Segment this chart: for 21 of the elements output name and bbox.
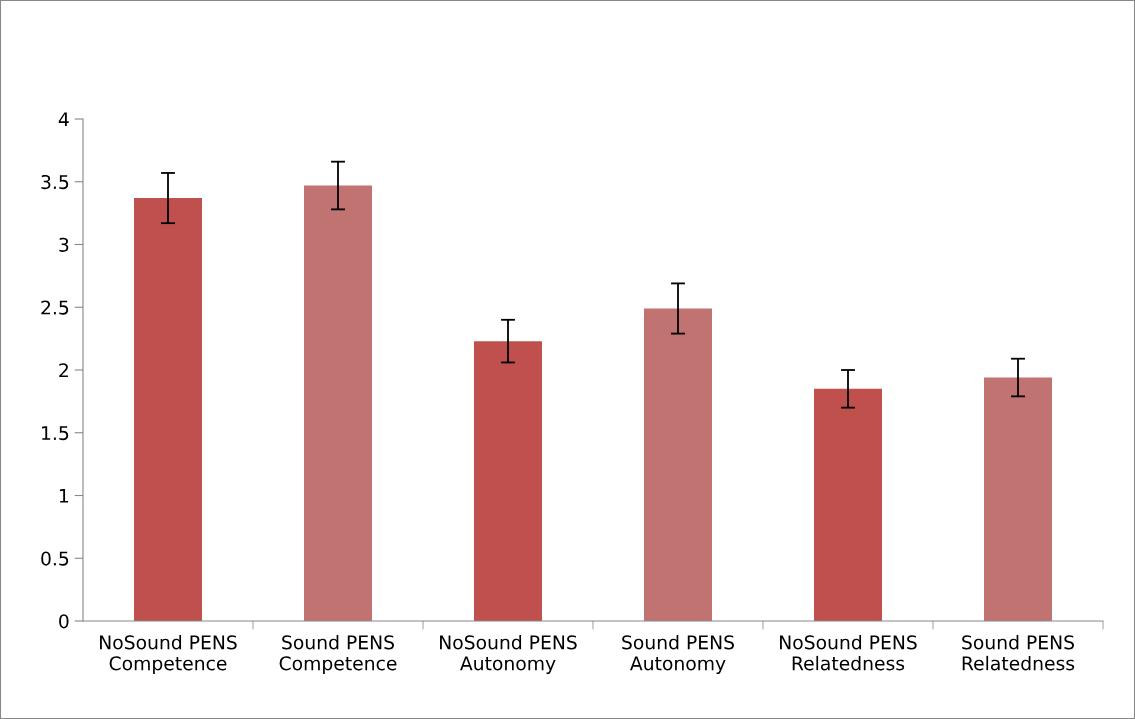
bar: [304, 185, 372, 621]
y-tick-label: 0.5: [41, 551, 69, 566]
y-tick-label: 2: [59, 363, 68, 378]
x-tick-label: NoSound PENS Autonomy: [440, 634, 577, 675]
bar: [644, 308, 712, 621]
y-tick-label: 1: [59, 488, 69, 503]
y-tick-label: 0: [59, 614, 69, 629]
y-tick-label: 2.5: [41, 300, 69, 315]
x-tick-label: NoSound PENS Relatedness: [780, 634, 917, 671]
bar: [134, 198, 202, 621]
bar: [814, 388, 882, 621]
y-tick-label: 4: [58, 112, 69, 127]
x-tick-label: NoSound PENS Competence: [100, 634, 237, 675]
y-tick-label: 1.5: [42, 426, 69, 441]
y-tick-label: 3: [59, 237, 69, 252]
x-tick-label: Sound PENS Relatedness: [962, 634, 1075, 671]
y-tick-label: 3.5: [41, 174, 69, 190]
x-tick-label: Sound PENS Competence: [279, 634, 397, 675]
bar: [984, 377, 1052, 621]
bar: [474, 341, 542, 621]
x-tick-label: Sound PENS Autonomy: [622, 634, 734, 675]
